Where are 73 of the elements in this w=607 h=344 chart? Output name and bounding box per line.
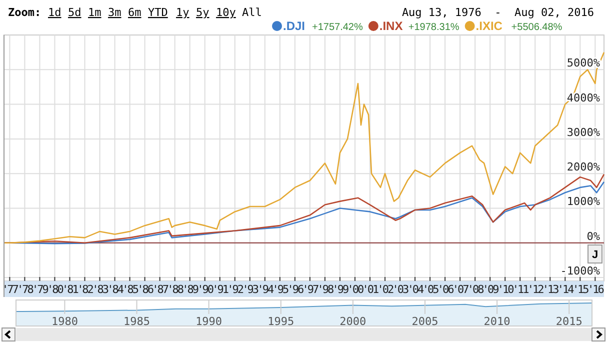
x-tick-label: '10 (497, 283, 514, 296)
x-tick-label: '84 (107, 283, 124, 296)
text: +1978.31% (408, 22, 460, 33)
y-tick-label: 1000% (566, 195, 600, 208)
y-tick-label: 0% (586, 230, 600, 243)
x-tick-label: '90 (197, 283, 214, 296)
x-tick-label: '07 (452, 283, 469, 296)
y-tick-label: -1000% (560, 264, 600, 278)
y-tick-label: 3000% (566, 126, 600, 139)
x-tick-label: '98 (317, 283, 334, 296)
legend-label: .DJI (283, 19, 306, 33)
x-tick-label: '92 (227, 283, 244, 296)
x-tick-label: '81 (62, 283, 78, 296)
x-tick-label: '08 (467, 283, 484, 296)
x-tick-label: '80 (47, 283, 64, 296)
x-tick-label: '13 (542, 283, 559, 296)
x-tick-label: 2005 (412, 315, 438, 328)
x-tick-label: '95 (272, 283, 288, 296)
x-tick-label: '86 (137, 283, 154, 296)
x-tick-label: '01 (362, 283, 379, 296)
text: 10y (216, 6, 236, 19)
j-button-icon: J (588, 244, 602, 264)
x-tick-label: '83 (92, 283, 108, 296)
x-tick-label: 2010 (484, 315, 510, 328)
x-tick-label: '04 (407, 283, 425, 296)
x-tick-label: '82 (77, 283, 94, 296)
x-tick-label: 1990 (196, 315, 222, 328)
x-tick-label: '11 (512, 283, 529, 296)
x-tick-label: '78 (17, 283, 34, 296)
text: 3m (108, 6, 122, 19)
text: 5y (196, 6, 210, 19)
x-tick-label: '79 (32, 283, 48, 296)
x-tick-label: 2000 (340, 315, 366, 328)
x-tick-label: '87 (152, 283, 168, 296)
x-tick-label: '91 (212, 283, 228, 296)
text: 6m (128, 6, 142, 19)
x-tick-label: '12 (527, 283, 544, 296)
x-tick-label: 1980 (51, 315, 78, 328)
x-tick-label: '02 (377, 283, 394, 296)
x-tick-label: '99 (332, 283, 349, 296)
x-tick-label: '15 (572, 283, 589, 296)
x-tick-label: '89 (182, 283, 198, 296)
x-tick-label: '88 (167, 283, 184, 296)
text: YTD (148, 6, 168, 19)
x-tick-label: '96 (287, 283, 304, 296)
x-tick-label: '06 (437, 283, 454, 296)
x-tick-label: '05 (422, 283, 439, 296)
x-tick-label: '94 (257, 283, 274, 296)
text: 1m (88, 6, 102, 19)
legend-label: .INX (379, 19, 403, 33)
text: Zoom: (8, 6, 42, 19)
text: 1d (48, 6, 62, 19)
x-tick-label: '97 (302, 283, 318, 296)
x-tick-label: '77 (2, 283, 18, 296)
x-tick-label: '09 (482, 283, 499, 296)
annotation: J (592, 249, 598, 261)
x-tick-label: 2015 (556, 315, 582, 328)
x-tick-label: '16 (587, 283, 604, 296)
text: All (242, 6, 262, 19)
x-tick-label: '85 (122, 283, 138, 296)
text: 5d (68, 6, 82, 19)
y-tick-label: 2000% (566, 160, 600, 174)
text: Aug 13, 1976 - Aug 02, 2016 (402, 6, 594, 19)
text: +1757.42% (312, 22, 363, 33)
legend-label: .IXIC (476, 19, 503, 33)
x-tick-label: '14 (557, 283, 575, 296)
x-tick-label: 1985 (124, 315, 150, 328)
x-tick-label: '93 (242, 283, 258, 296)
x-tick-label: '00 (347, 283, 364, 296)
text: 1y (176, 6, 190, 19)
x-tick-label: '03 (392, 283, 409, 296)
x-tick-label: 1995 (268, 315, 294, 328)
text: +5506.48% (511, 22, 562, 33)
